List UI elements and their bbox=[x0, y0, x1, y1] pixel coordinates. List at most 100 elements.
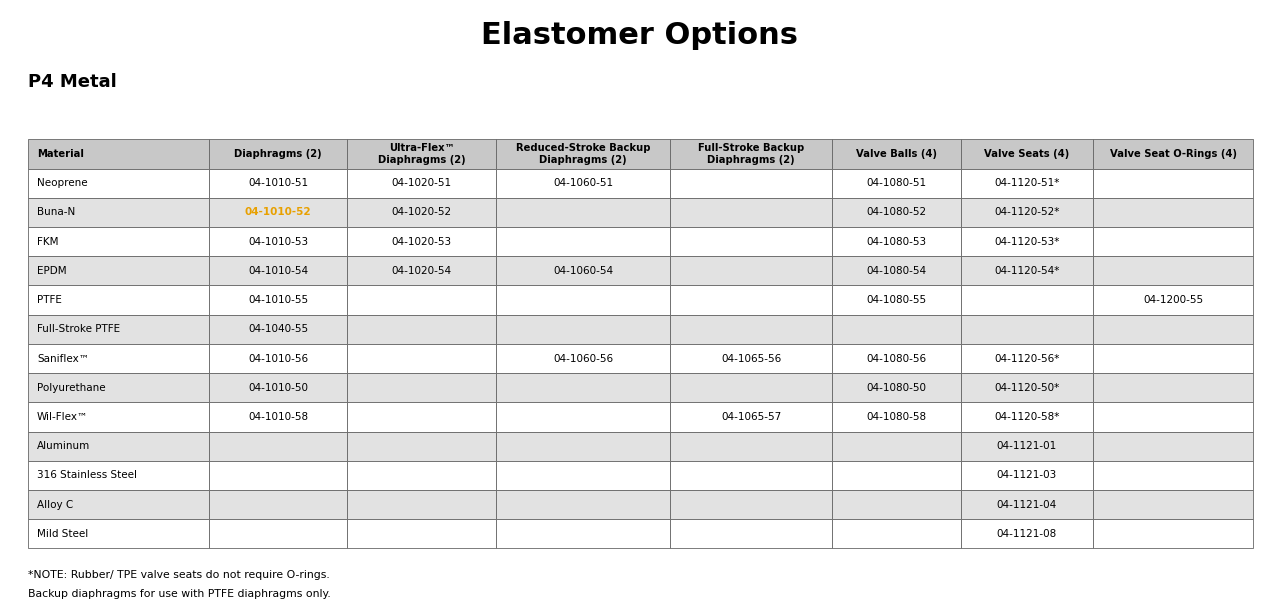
Text: 04-1010-55: 04-1010-55 bbox=[248, 295, 308, 305]
Bar bbox=[670, 168, 831, 198]
Bar bbox=[496, 519, 670, 548]
Text: 04-1010-53: 04-1010-53 bbox=[248, 236, 308, 247]
Bar bbox=[210, 431, 347, 461]
Text: 04-1010-56: 04-1010-56 bbox=[248, 353, 308, 364]
Bar bbox=[961, 256, 1094, 285]
Bar bbox=[1094, 168, 1253, 198]
Text: 04-1080-51: 04-1080-51 bbox=[866, 178, 926, 188]
Bar bbox=[347, 256, 496, 285]
Bar bbox=[1094, 373, 1253, 402]
Bar bbox=[347, 344, 496, 373]
Text: 04-1020-51: 04-1020-51 bbox=[391, 178, 451, 188]
Bar bbox=[210, 198, 347, 227]
Text: Valve Balls (4): Valve Balls (4) bbox=[856, 149, 936, 159]
Bar bbox=[961, 373, 1094, 402]
Bar bbox=[1094, 519, 1253, 548]
Text: 04-1080-56: 04-1080-56 bbox=[866, 353, 926, 364]
Bar bbox=[670, 198, 831, 227]
Text: Neoprene: Neoprene bbox=[37, 178, 88, 188]
Text: 04-1120-53*: 04-1120-53* bbox=[994, 236, 1059, 247]
Text: 04-1020-52: 04-1020-52 bbox=[391, 207, 451, 218]
Bar bbox=[1094, 198, 1253, 227]
Bar bbox=[496, 431, 670, 461]
Bar bbox=[347, 519, 496, 548]
Bar bbox=[1094, 402, 1253, 431]
Bar bbox=[347, 431, 496, 461]
Bar bbox=[670, 490, 831, 519]
Bar bbox=[831, 431, 961, 461]
Text: Material: Material bbox=[37, 149, 84, 159]
Text: 04-1080-55: 04-1080-55 bbox=[866, 295, 926, 305]
Bar bbox=[28, 490, 210, 519]
Bar bbox=[831, 198, 961, 227]
Bar bbox=[210, 168, 347, 198]
Text: 04-1120-51*: 04-1120-51* bbox=[994, 178, 1059, 188]
Text: 316 Stainless Steel: 316 Stainless Steel bbox=[37, 470, 137, 481]
Bar bbox=[961, 198, 1094, 227]
Text: 04-1120-58*: 04-1120-58* bbox=[994, 412, 1059, 422]
Bar bbox=[496, 490, 670, 519]
Bar bbox=[1094, 256, 1253, 285]
Text: 04-1080-53: 04-1080-53 bbox=[866, 236, 926, 247]
Bar bbox=[961, 344, 1094, 373]
Bar bbox=[210, 315, 347, 344]
Text: *NOTE: Rubber/ TPE valve seats do not require O-rings.: *NOTE: Rubber/ TPE valve seats do not re… bbox=[28, 570, 330, 580]
Text: 04-1121-04: 04-1121-04 bbox=[996, 499, 1056, 510]
Text: 04-1020-54: 04-1020-54 bbox=[391, 266, 451, 276]
Text: 04-1080-58: 04-1080-58 bbox=[866, 412, 926, 422]
Bar bbox=[961, 461, 1094, 490]
Bar bbox=[670, 461, 831, 490]
Bar bbox=[831, 402, 961, 431]
Bar bbox=[347, 461, 496, 490]
Bar bbox=[347, 168, 496, 198]
Bar bbox=[496, 285, 670, 315]
Bar bbox=[28, 285, 210, 315]
Text: 04-1121-01: 04-1121-01 bbox=[996, 441, 1056, 451]
Bar bbox=[347, 373, 496, 402]
Bar bbox=[831, 227, 961, 256]
Text: 04-1120-50*: 04-1120-50* bbox=[994, 383, 1059, 393]
Text: Polyurethane: Polyurethane bbox=[37, 383, 106, 393]
Text: 04-1020-53: 04-1020-53 bbox=[391, 236, 451, 247]
Text: Ultra-Flex™
Diaphragms (2): Ultra-Flex™ Diaphragms (2) bbox=[377, 143, 466, 165]
Bar bbox=[1094, 139, 1253, 168]
Bar bbox=[831, 139, 961, 168]
Text: 04-1080-50: 04-1080-50 bbox=[866, 383, 926, 393]
Bar bbox=[28, 519, 210, 548]
Text: Full-Stroke PTFE: Full-Stroke PTFE bbox=[37, 324, 120, 335]
Bar bbox=[961, 402, 1094, 431]
Text: Aluminum: Aluminum bbox=[37, 441, 91, 451]
Bar bbox=[831, 490, 961, 519]
Text: Wil-Flex™: Wil-Flex™ bbox=[37, 412, 88, 422]
Bar bbox=[210, 461, 347, 490]
Text: P4 Metal: P4 Metal bbox=[28, 73, 116, 91]
Bar bbox=[1094, 227, 1253, 256]
Bar bbox=[347, 139, 496, 168]
Bar bbox=[210, 285, 347, 315]
Bar bbox=[28, 402, 210, 431]
Bar bbox=[347, 227, 496, 256]
Bar bbox=[28, 198, 210, 227]
Text: Mild Steel: Mild Steel bbox=[37, 529, 88, 539]
Bar bbox=[347, 402, 496, 431]
Bar bbox=[496, 461, 670, 490]
Bar bbox=[496, 315, 670, 344]
Bar bbox=[670, 431, 831, 461]
Bar bbox=[210, 344, 347, 373]
Text: 04-1010-51: 04-1010-51 bbox=[248, 178, 308, 188]
Text: 04-1010-50: 04-1010-50 bbox=[248, 383, 308, 393]
Bar bbox=[210, 139, 347, 168]
Bar bbox=[347, 490, 496, 519]
Bar bbox=[347, 285, 496, 315]
Text: 04-1010-54: 04-1010-54 bbox=[248, 266, 308, 276]
Bar bbox=[670, 315, 831, 344]
Text: Reduced-Stroke Backup
Diaphragms (2): Reduced-Stroke Backup Diaphragms (2) bbox=[515, 143, 651, 165]
Text: PTFE: PTFE bbox=[37, 295, 61, 305]
Bar bbox=[1094, 431, 1253, 461]
Bar bbox=[831, 315, 961, 344]
Text: 04-1080-52: 04-1080-52 bbox=[866, 207, 926, 218]
Text: EPDM: EPDM bbox=[37, 266, 67, 276]
Text: 04-1060-56: 04-1060-56 bbox=[553, 353, 613, 364]
Text: 04-1010-58: 04-1010-58 bbox=[248, 412, 308, 422]
Text: Diaphragms (2): Diaphragms (2) bbox=[234, 149, 322, 159]
